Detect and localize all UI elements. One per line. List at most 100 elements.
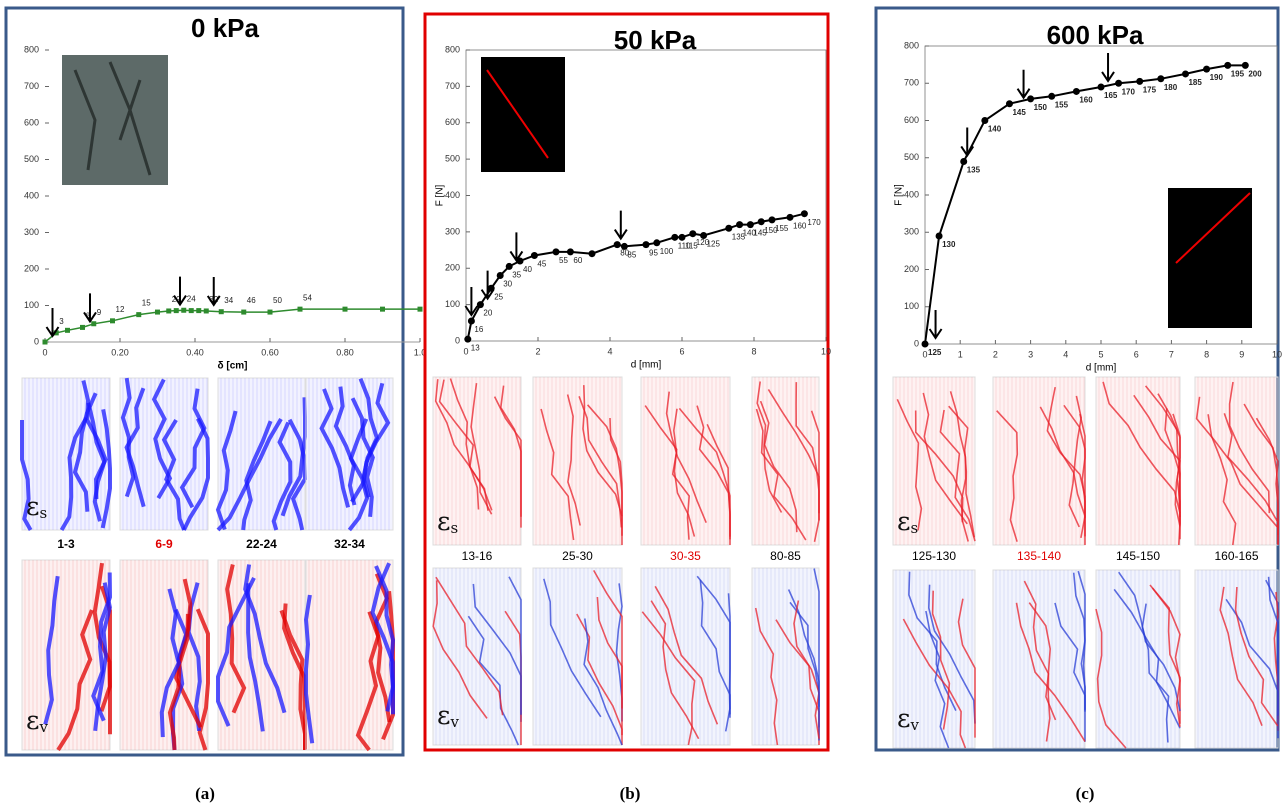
- strain-band: [931, 590, 951, 730]
- point-label: 195: [1231, 69, 1245, 78]
- point-label: 100: [660, 247, 674, 256]
- point-label: 55: [559, 256, 568, 265]
- point-label: 155: [1055, 100, 1069, 109]
- y-tick-label: 400: [445, 190, 460, 200]
- strain-band: [654, 585, 719, 725]
- x-tick-label: 0.80: [336, 347, 354, 357]
- strain-band: [665, 391, 707, 524]
- point-label: 185: [1188, 78, 1202, 87]
- strain-band: [91, 572, 113, 722]
- y-tick-label: 0: [455, 335, 460, 345]
- data-marker: [1157, 75, 1165, 83]
- strain-symbol: ε: [437, 507, 450, 537]
- point-label: 3: [59, 317, 64, 326]
- data-marker: [935, 232, 943, 240]
- y-tick-label: 0: [34, 336, 39, 346]
- panel-label: (c): [1076, 784, 1095, 803]
- data-marker: [417, 306, 423, 312]
- strain-band: [319, 388, 351, 508]
- data-marker: [671, 233, 679, 241]
- data-marker: [241, 309, 247, 315]
- data-marker: [800, 210, 808, 218]
- strain-band: [922, 392, 968, 525]
- y-tick-label: 600: [904, 115, 919, 125]
- image-caption: 145-150: [1116, 549, 1160, 563]
- strain-band: [449, 378, 480, 510]
- strain-band: [908, 571, 957, 711]
- data-marker: [1224, 61, 1232, 69]
- point-label: 46: [247, 296, 256, 305]
- strain-band: [1015, 602, 1086, 743]
- strain-band: [159, 588, 181, 738]
- x-tick-label: 3: [1028, 349, 1033, 359]
- strain-band: [287, 418, 308, 531]
- y-tick-label: 800: [904, 40, 919, 50]
- point-label: 35: [512, 271, 521, 280]
- point-label: 13: [471, 343, 480, 352]
- strain-label: εv: [437, 701, 459, 731]
- point-label: 125: [928, 348, 942, 357]
- data-marker: [155, 309, 160, 315]
- strain-band: [1144, 385, 1181, 518]
- data-marker: [786, 213, 794, 221]
- strain-map: [1194, 376, 1279, 546]
- y-tick-label: 600: [445, 117, 460, 127]
- data-marker: [1136, 77, 1144, 85]
- panel-label: (a): [195, 784, 215, 803]
- data-marker: [65, 327, 70, 333]
- strain-band: [759, 400, 798, 533]
- arrow: [45, 308, 60, 338]
- strain-label: εs: [437, 507, 458, 537]
- strain-band: [957, 598, 976, 738]
- y-tick-label: 300: [904, 227, 919, 237]
- point-label: 170: [1122, 87, 1136, 96]
- strain-subscript: v: [38, 718, 48, 736]
- data-marker: [53, 330, 59, 336]
- data-marker: [689, 230, 697, 238]
- x-tick-label: 9: [1239, 349, 1244, 359]
- x-axis-label: d [mm]: [1086, 363, 1117, 374]
- y-tick-label: 600: [24, 117, 39, 127]
- strain-band: [1195, 396, 1279, 529]
- data-marker: [380, 306, 385, 312]
- image-caption: 30-35: [670, 549, 701, 563]
- strain-map: [992, 376, 1086, 546]
- strain-band: [540, 408, 575, 541]
- shear-band-line: [1175, 192, 1251, 264]
- strain-band: [438, 379, 489, 511]
- strain-band: [1234, 586, 1279, 727]
- y-tick-label: 400: [24, 190, 39, 200]
- data-marker: [552, 248, 560, 256]
- data-marker: [1048, 92, 1056, 100]
- strain-subscript: v: [449, 713, 459, 731]
- panel-border: [423, 12, 830, 752]
- x-tick-label: 5: [1098, 349, 1103, 359]
- strain-band: [1118, 571, 1181, 712]
- strain-band: [59, 417, 88, 532]
- panel-label: (b): [620, 784, 641, 803]
- sample-image: [481, 57, 565, 172]
- point-label: 6: [86, 312, 91, 321]
- strain-symbol: ε: [897, 704, 910, 734]
- point-label: 130: [942, 240, 956, 249]
- strain-band: [755, 408, 807, 541]
- strain-band: [1219, 586, 1263, 726]
- point-label: 15: [142, 299, 151, 308]
- strain-band: [939, 409, 976, 542]
- data-marker: [960, 157, 968, 165]
- strain-band: [793, 600, 820, 739]
- strain-band: [124, 387, 146, 508]
- y-tick-label: 200: [24, 263, 39, 273]
- point-label: 120: [696, 238, 710, 247]
- image-caption: 25-30: [562, 549, 593, 563]
- point-label: 135: [732, 232, 746, 241]
- arrow: [928, 310, 943, 340]
- strain-band: [925, 610, 950, 749]
- strain-band: [225, 564, 247, 714]
- strain-band: [593, 570, 623, 709]
- arrow: [613, 210, 628, 241]
- point-label: 140: [743, 229, 757, 238]
- point-label: 12: [116, 305, 125, 314]
- x-tick-label: 8: [751, 346, 756, 356]
